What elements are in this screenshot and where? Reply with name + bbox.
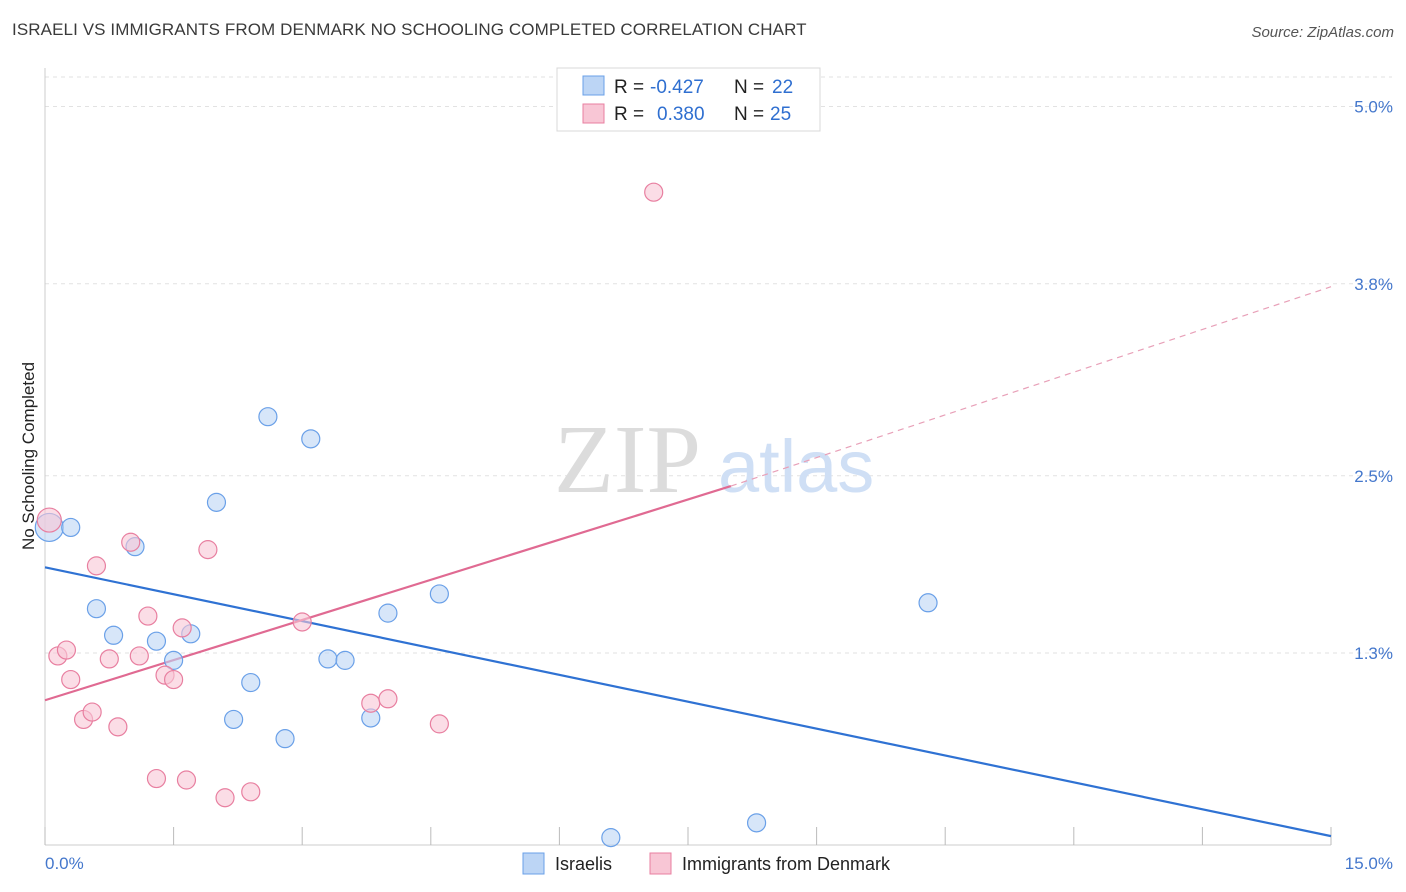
watermark-atlas: atlas <box>718 425 874 508</box>
y-tick-label: 3.8% <box>1354 275 1393 294</box>
source-label: Source: ZipAtlas.com <box>1251 24 1394 41</box>
bottom-legend-israelis: Israelis <box>555 854 612 874</box>
x-tick-label: 0.0% <box>45 854 84 873</box>
data-point-denmark <box>164 669 184 690</box>
x-tick-label: 15.0% <box>1345 854 1393 873</box>
data-point-denmark <box>146 768 167 789</box>
data-point-denmark <box>82 702 102 722</box>
trend-layer <box>44 286 1332 838</box>
legend-n-label-1: N = <box>734 77 764 98</box>
data-point-denmark <box>198 540 218 560</box>
data-point-denmark <box>215 788 235 808</box>
data-point-israelis <box>429 584 449 604</box>
data-point-israelis <box>318 649 338 669</box>
data-point-denmark <box>36 507 62 533</box>
data-point-denmark <box>138 606 158 626</box>
data-point-israelis <box>146 631 167 651</box>
bottom-legend-denmark: Immigrants from Denmark <box>682 854 891 874</box>
data-point-israelis <box>224 709 244 730</box>
legend-n-value-1: 22 <box>772 77 793 98</box>
grid-layer <box>45 76 1392 654</box>
data-point-denmark <box>361 693 381 713</box>
legend-n-value-2: 25 <box>770 104 791 125</box>
watermark: ZIP atlas <box>554 406 874 514</box>
data-point-israelis <box>103 625 124 645</box>
data-point-denmark <box>121 532 141 552</box>
bottom-legend-swatch-denmark <box>649 852 672 875</box>
y-tick-label: 2.5% <box>1354 467 1393 486</box>
data-point-denmark <box>108 717 128 737</box>
data-point-israelis <box>86 599 107 619</box>
data-point-israelis <box>61 517 81 538</box>
point-layer <box>34 182 938 848</box>
legend-n-label-2: N = <box>734 104 764 125</box>
data-point-israelis <box>335 650 355 670</box>
data-point-denmark <box>378 689 398 709</box>
data-point-denmark <box>429 714 449 734</box>
data-point-denmark <box>176 770 197 790</box>
data-point-denmark <box>241 782 261 802</box>
data-point-israelis <box>301 429 321 449</box>
data-point-denmark <box>61 669 81 690</box>
data-point-israelis <box>206 492 227 512</box>
data-point-denmark <box>99 649 119 669</box>
axis-layer <box>44 68 1332 846</box>
data-point-israelis <box>746 813 767 833</box>
watermark-zip: ZIP <box>554 406 701 514</box>
data-point-denmark <box>172 618 192 638</box>
legend-r-value-2: 0.380 <box>657 104 705 125</box>
data-point-israelis <box>378 603 398 623</box>
data-point-denmark <box>86 556 107 576</box>
y-tick-label: 1.3% <box>1354 644 1393 663</box>
legend-swatch-israelis <box>582 75 605 96</box>
data-point-denmark <box>56 640 77 660</box>
legend-r-label-1: R = <box>614 77 644 98</box>
data-point-israelis <box>918 593 938 613</box>
legend-swatch-denmark <box>582 103 605 124</box>
tick-layer: 1.3% 2.5% 3.8% 5.0% 0.0% 15.0% <box>45 98 1393 873</box>
data-point-denmark <box>129 646 149 666</box>
data-point-israelis <box>258 407 278 427</box>
data-point-denmark <box>292 612 312 632</box>
correlation-legend: R = -0.427 N = 22 R = 0.380 N = 25 <box>556 67 821 132</box>
data-point-denmark <box>644 182 664 202</box>
data-point-israelis <box>275 729 295 749</box>
bottom-legend-swatch-israelis <box>522 852 545 875</box>
legend-r-value-1: -0.427 <box>650 77 704 98</box>
y-axis-label: No Schooling Completed <box>19 362 38 550</box>
data-point-israelis <box>241 672 261 693</box>
chart-title: ISRAELI VS IMMIGRANTS FROM DENMARK NO SC… <box>12 20 807 39</box>
series-legend: Israelis Immigrants from Denmark <box>522 852 891 875</box>
data-point-israelis <box>601 828 621 848</box>
trend-line-denmark <box>44 485 732 702</box>
legend-r-label-2: R = <box>614 104 644 125</box>
trend-line-israelis <box>44 566 1332 838</box>
data-point-israelis <box>164 650 184 670</box>
y-tick-label: 5.0% <box>1354 98 1393 117</box>
